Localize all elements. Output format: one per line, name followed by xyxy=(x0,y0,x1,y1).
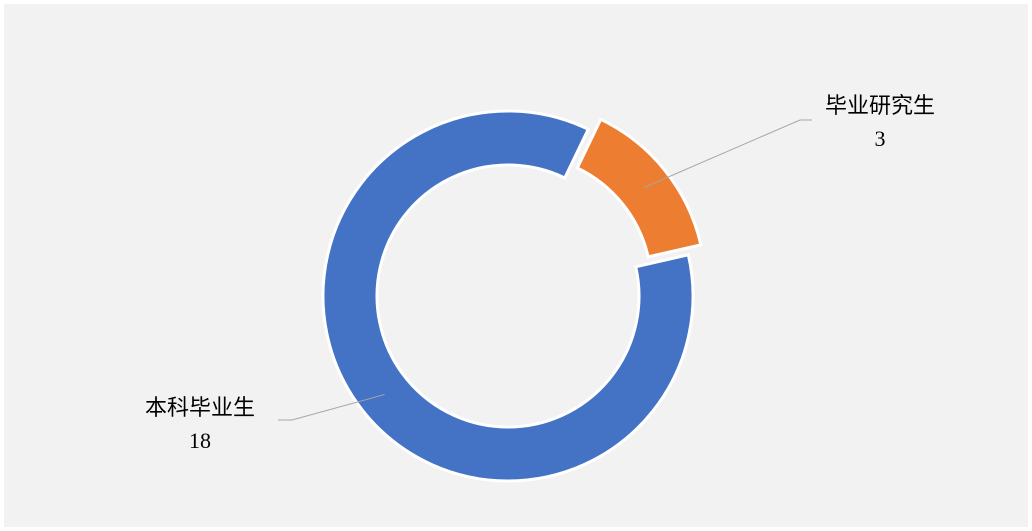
data-label-value: 18 xyxy=(189,428,211,453)
data-label-category: 毕业研究生 xyxy=(825,93,935,118)
leader-line xyxy=(278,394,385,421)
leader-line xyxy=(643,119,812,188)
donut-slice xyxy=(575,117,703,259)
data-label-category: 本科毕业生 xyxy=(145,395,255,420)
data-label-value: 3 xyxy=(875,126,886,151)
donut-slice xyxy=(321,109,695,483)
